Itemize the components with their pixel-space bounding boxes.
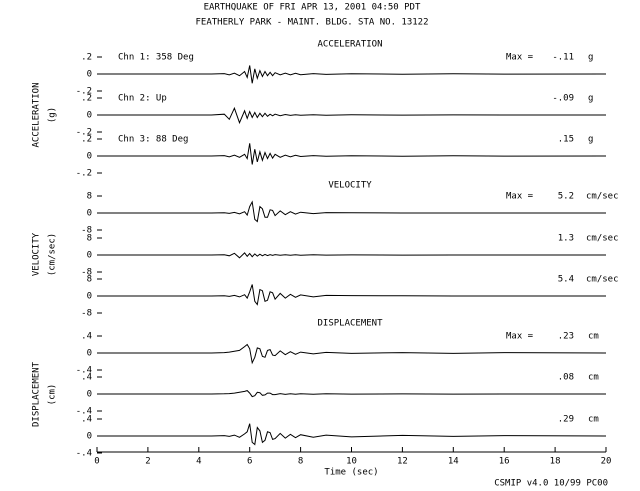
max-prefix: Max = (506, 53, 534, 63)
max-unit: g (588, 94, 593, 104)
y-tick-label: .2 (81, 135, 92, 145)
max-value: 1.3 (558, 234, 574, 244)
x-tick-label: 10 (346, 457, 357, 467)
panel-title: ACCELERATION (317, 40, 382, 50)
x-axis-label: Time (sec) (324, 468, 378, 478)
x-tick-label: 2 (145, 457, 150, 467)
x-tick-label: 14 (448, 457, 459, 467)
max-value: .29 (558, 415, 574, 425)
max-unit: cm/sec (586, 234, 619, 244)
max-unit: g (588, 135, 593, 145)
y-axis-unit: (cm/sec) (48, 233, 58, 276)
max-value: 5.2 (558, 192, 574, 202)
trace (97, 284, 606, 306)
x-tick-label: 20 (601, 457, 612, 467)
y-axis-label: ACCELERATION (32, 82, 42, 147)
y-tick-label: 8 (87, 192, 92, 202)
y-axis-unit: (cm) (48, 384, 58, 406)
y-tick-label: .4 (81, 373, 92, 383)
trace (97, 343, 607, 365)
trace (97, 252, 606, 259)
y-tick-label: -.2 (76, 169, 92, 179)
y-tick-label: .2 (81, 94, 92, 104)
max-unit: cm/sec (586, 275, 619, 285)
y-tick-label: -8 (81, 309, 92, 319)
y-tick-label: -.2 (76, 128, 92, 138)
y-tick-label: 0 (87, 152, 92, 162)
channel-name: Chn 3: 88 Deg (118, 135, 188, 145)
max-prefix: Max = (506, 332, 534, 342)
x-tick-label: 16 (499, 457, 510, 467)
y-tick-label: 0 (87, 209, 92, 219)
max-prefix: Max = (506, 192, 534, 202)
channel-name: Chn 2: Up (118, 94, 167, 104)
y-tick-label: -.4 (76, 407, 92, 417)
max-value: -.09 (552, 94, 574, 104)
y-tick-label: 0 (87, 292, 92, 302)
max-unit: cm (588, 332, 599, 342)
max-unit: g (588, 53, 593, 63)
y-tick-label: 0 (87, 251, 92, 261)
trace (97, 200, 606, 223)
max-value: .15 (558, 135, 574, 145)
x-tick-label: 6 (247, 457, 252, 467)
y-tick-label: -.4 (76, 366, 92, 376)
x-tick-label: 4 (196, 457, 201, 467)
footer: CSMIP v4.0 10/99 PC00 (494, 479, 608, 489)
y-tick-label: 8 (87, 234, 92, 244)
y-tick-label: 0 (87, 70, 92, 80)
figure-subtitle: FEATHERLY PARK - MAINT. BLDG. STA NO. 13… (196, 18, 429, 28)
y-tick-label: -8 (81, 268, 92, 278)
max-unit: cm (588, 415, 599, 425)
max-unit: cm (588, 373, 599, 383)
max-unit: cm/sec (586, 192, 619, 202)
y-tick-label: -.4 (76, 449, 92, 459)
y-tick-label: 0 (87, 390, 92, 400)
max-value: .23 (558, 332, 574, 342)
max-value: 5.4 (558, 275, 574, 285)
trace (97, 143, 607, 165)
trace (97, 106, 606, 125)
y-tick-label: 0 (87, 111, 92, 121)
max-value: -.11 (552, 53, 574, 63)
trace (97, 65, 607, 84)
y-axis-label: VELOCITY (32, 232, 42, 276)
panel-title: VELOCITY (328, 181, 372, 191)
x-tick-label: 12 (397, 457, 408, 467)
y-tick-label: 8 (87, 275, 92, 285)
y-tick-label: -8 (81, 226, 92, 236)
panel-title: DISPLACEMENT (317, 319, 383, 329)
x-tick-label: 18 (550, 457, 561, 467)
y-axis-label: DISPLACEMENT (32, 361, 42, 427)
figure-title: EARTHQUAKE OF FRI APR 13, 2001 04:50 PDT (204, 3, 421, 13)
y-axis-unit: (g) (48, 107, 58, 123)
trace (97, 390, 606, 398)
channel-name: Chn 1: 358 Deg (118, 53, 194, 63)
x-tick-label: 8 (298, 457, 303, 467)
x-tick-label: 0 (94, 457, 99, 467)
y-tick-label: .4 (81, 415, 92, 425)
y-tick-label: 0 (87, 349, 92, 359)
y-tick-label: .4 (81, 332, 92, 342)
trace (97, 423, 607, 446)
y-tick-label: 0 (87, 432, 92, 442)
max-value: .08 (558, 373, 574, 383)
y-tick-label: -.2 (76, 87, 92, 97)
y-tick-label: .2 (81, 53, 92, 63)
